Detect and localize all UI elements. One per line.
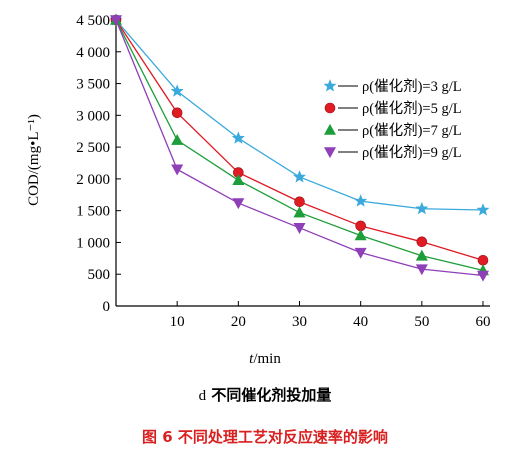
y-tick-label: 4 500 xyxy=(76,13,110,29)
data-point xyxy=(171,107,183,119)
figure-caption: 图 6 不同处理工艺对反应速率的影响 xyxy=(142,428,388,446)
data-point xyxy=(354,247,367,259)
data-point xyxy=(294,196,305,208)
y-axis-ticks: 0 500 1 000 1 500 2 000 2 500 3 000 3 500 4 000 4… xyxy=(76,13,121,315)
subfigure-caption: d 不同催化剂投加量 xyxy=(0,384,530,405)
legend-label: ρ(催化剂)=5 g/L xyxy=(362,100,462,117)
x-tick-label: 50 xyxy=(414,314,429,330)
legend-entry: ρ(催化剂)=9 g/L xyxy=(323,144,462,161)
series-4 xyxy=(109,15,490,282)
data-point xyxy=(232,198,245,210)
x-axis-label: t/min xyxy=(0,351,530,368)
data-point xyxy=(477,254,489,266)
x-axis-ticks: 10 20 30 40 50 60 xyxy=(170,301,491,330)
x-axis-unit: /min xyxy=(253,351,281,367)
cod-line-chart: 0 500 1 000 1 500 2 000 2 500 3 000 3 500 4 000 4… xyxy=(26,13,491,330)
legend-marker xyxy=(323,79,337,92)
data-point xyxy=(416,236,428,248)
x-tick-label: 20 xyxy=(231,314,246,330)
data-point xyxy=(354,194,368,207)
data-point xyxy=(232,174,245,185)
x-tick-label: 30 xyxy=(292,314,307,330)
legend-label: ρ(催化剂)=7 g/L xyxy=(362,122,462,139)
data-point xyxy=(415,201,429,215)
data-point xyxy=(415,249,428,261)
y-tick-label: 3 000 xyxy=(76,108,110,124)
y-tick-label: 1 000 xyxy=(76,235,110,251)
legend-entry: ρ(催化剂)=5 g/L xyxy=(324,100,462,117)
legend-entry: ρ(催化剂)=3 g/L xyxy=(323,78,462,95)
legend-label: ρ(催化剂)=9 g/L xyxy=(362,144,462,161)
data-point xyxy=(476,203,490,216)
legend-entry: ρ(催化剂)=7 g/L xyxy=(323,122,462,139)
data-point xyxy=(354,229,367,241)
data-point xyxy=(293,206,306,218)
legend-label: ρ(催化剂)=3 g/L xyxy=(362,78,462,95)
data-point xyxy=(170,84,184,97)
y-tick-label: 3 500 xyxy=(76,77,110,93)
legend-marker xyxy=(323,147,337,159)
subfigure-letter: d xyxy=(198,388,207,404)
series-layer xyxy=(109,13,490,282)
x-axis-variable: t xyxy=(249,351,254,367)
y-tick-label: 1 500 xyxy=(76,204,110,220)
data-point xyxy=(415,264,428,276)
legend-marker xyxy=(323,123,337,135)
data-point xyxy=(171,164,184,176)
x-tick-label: 40 xyxy=(353,314,368,330)
x-tick-label: 60 xyxy=(476,314,491,330)
y-tick-label: 2 500 xyxy=(76,140,110,156)
y-tick-label: 2 000 xyxy=(76,172,110,188)
data-point xyxy=(293,170,306,183)
data-point xyxy=(476,270,490,282)
y-tick-label: 0 xyxy=(103,299,111,315)
y-tick-label: 4 000 xyxy=(76,45,110,61)
y-tick-label: 500 xyxy=(88,267,111,283)
data-point xyxy=(109,15,123,27)
x-tick-label: 10 xyxy=(170,314,185,330)
data-point xyxy=(171,133,184,145)
subfigure-title: 不同催化剂投加量 xyxy=(211,386,332,404)
data-point xyxy=(231,131,245,144)
legend: ρ(催化剂)=3 g/L ρ(催化剂)=5 g/L ρ(催化剂)=7 g/L ρ(催化… xyxy=(323,78,462,161)
y-axis-label: COD/(mg•L⁻¹) xyxy=(26,114,42,206)
data-point xyxy=(293,223,306,234)
legend-marker xyxy=(324,102,336,114)
